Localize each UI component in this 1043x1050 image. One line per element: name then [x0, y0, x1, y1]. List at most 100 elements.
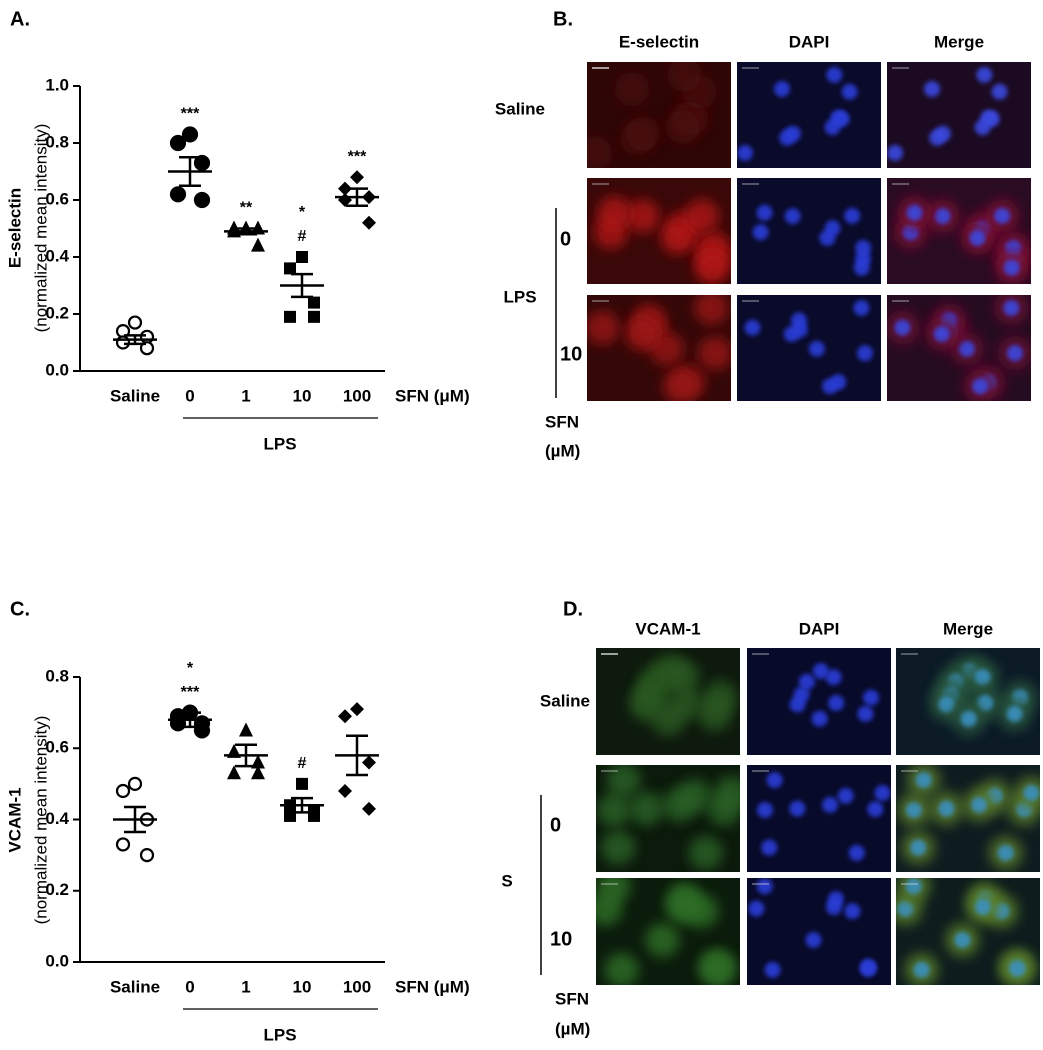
data-point — [338, 709, 352, 724]
nucleus — [934, 125, 951, 142]
cell — [714, 776, 740, 811]
cell — [694, 295, 729, 325]
micrograph — [587, 295, 731, 401]
column-header: Merge — [943, 619, 993, 638]
nucleus — [853, 299, 870, 316]
axis-label: SFN — [545, 412, 579, 431]
x-tick-label: 1 — [241, 386, 250, 405]
nucleus — [867, 801, 884, 818]
y-tick-label: 0.8 — [45, 132, 69, 151]
micrograph-content — [896, 878, 1040, 985]
sem-bar — [235, 227, 257, 236]
micrograph-content — [887, 295, 1031, 401]
nucleus — [841, 83, 858, 100]
nucleus — [856, 345, 873, 362]
group-label: LPS — [263, 434, 296, 453]
nucleus — [783, 325, 800, 342]
micrograph-content — [587, 62, 731, 168]
row-label: 0 — [560, 228, 571, 250]
cell — [688, 835, 723, 870]
nucleus — [855, 239, 872, 256]
micrograph-content — [737, 62, 881, 168]
nucleus — [974, 899, 991, 916]
data-point — [139, 848, 155, 863]
data-point — [227, 765, 241, 780]
nucleus — [933, 325, 950, 342]
data-point — [296, 777, 308, 790]
significance: *** — [348, 148, 367, 165]
cell — [629, 791, 664, 826]
nucleus — [764, 961, 781, 978]
x-tick-label: Saline — [110, 386, 160, 405]
y-tick-label: 0.6 — [45, 738, 69, 757]
nucleus — [811, 710, 828, 727]
x-tick-label: 0 — [185, 386, 194, 405]
nucleus — [974, 119, 991, 136]
row-label: Saline — [495, 99, 545, 118]
micrograph — [896, 648, 1040, 755]
cell — [596, 793, 631, 828]
nucleus — [874, 785, 891, 802]
nucleus — [756, 204, 773, 221]
y-tick-label: 0.8 — [45, 666, 69, 685]
micrograph-content — [587, 295, 731, 401]
micrograph — [587, 178, 731, 284]
cell — [660, 220, 695, 255]
x-tick-label: 10 — [293, 977, 312, 996]
data-point — [115, 335, 131, 350]
micrograph — [587, 62, 731, 168]
data-point — [362, 215, 376, 230]
y-axis-title: (normalized mean intensity) — [31, 124, 50, 333]
nucleus — [789, 696, 806, 713]
cell — [697, 336, 731, 371]
micrograph — [887, 178, 1031, 284]
group-label: LPS — [503, 287, 536, 306]
micrograph-content — [887, 178, 1031, 284]
x-tick-label: 1 — [241, 977, 250, 996]
nucleus — [824, 119, 841, 136]
nucleus — [860, 960, 877, 977]
data-point — [193, 722, 211, 739]
micrograph — [887, 62, 1031, 168]
micrograph — [596, 878, 740, 985]
data-point — [350, 702, 364, 717]
sem-bar — [124, 334, 146, 346]
nucleus — [1009, 960, 1026, 977]
nucleus — [977, 694, 994, 711]
nucleus — [761, 839, 778, 856]
data-point — [296, 251, 308, 263]
micrograph-content — [896, 648, 1040, 755]
significance: *** — [181, 106, 200, 123]
nucleus — [756, 802, 773, 819]
axis-label: (µM) — [545, 441, 580, 460]
nucleus — [774, 80, 791, 97]
axis-label: (µM) — [555, 1019, 590, 1038]
panel-label: B. — [553, 8, 573, 30]
x-tick-label: 100 — [343, 977, 371, 996]
nucleus — [915, 772, 932, 789]
nucleus — [969, 229, 986, 246]
nucleus — [789, 800, 806, 817]
sem-bar — [179, 156, 201, 187]
x-axis-note: SFN (μM) — [395, 386, 470, 405]
micrograph-content — [587, 178, 731, 284]
data-point — [169, 186, 187, 203]
significance: *** — [181, 684, 200, 701]
nucleus — [819, 229, 836, 246]
data-point — [251, 765, 265, 780]
nucleus — [752, 224, 769, 241]
y-tick-label: 0.6 — [45, 189, 69, 208]
column-header: Merge — [934, 32, 984, 51]
nucleus — [822, 796, 839, 813]
sem-bar — [291, 272, 313, 299]
nucleus — [844, 903, 861, 920]
cell — [694, 250, 729, 284]
nucleus — [976, 66, 993, 83]
micrograph-content — [596, 648, 740, 755]
data-point — [338, 181, 352, 196]
nucleus — [1003, 259, 1020, 276]
x-tick-label: Saline — [110, 977, 160, 996]
data-point — [115, 837, 131, 852]
panel-label: A. — [10, 8, 30, 30]
sem-bar — [124, 805, 146, 834]
